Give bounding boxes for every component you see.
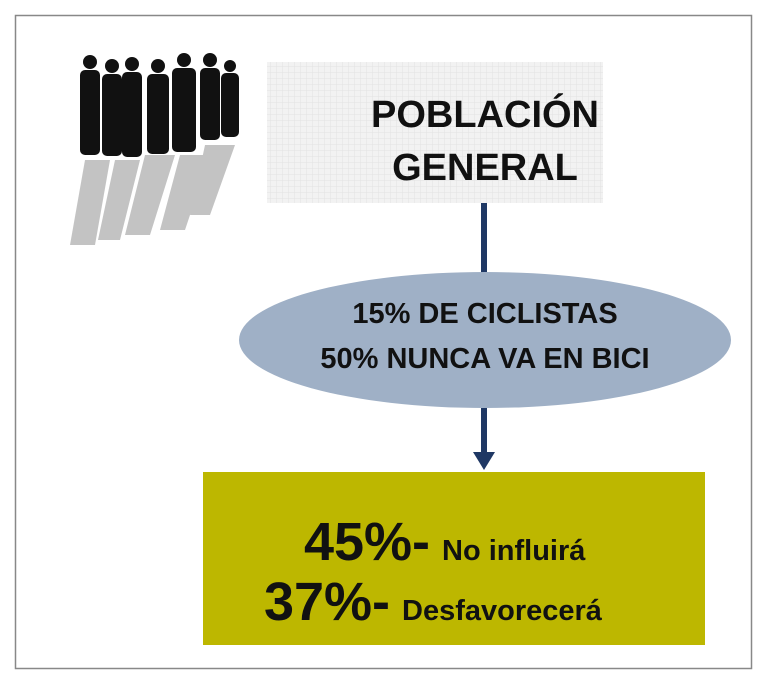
page: POBLACIÓN GENERAL 15% DE CICLISTAS 50% N… bbox=[0, 0, 767, 685]
stats-ellipse bbox=[239, 272, 731, 408]
result-value: 45%- bbox=[304, 512, 430, 572]
title-line: POBLACIÓN bbox=[371, 92, 599, 136]
result-label: No influirá bbox=[442, 535, 586, 567]
diagram: POBLACIÓN GENERAL 15% DE CICLISTAS 50% N… bbox=[0, 0, 767, 685]
result-label: Desfavorecerá bbox=[402, 595, 603, 627]
result-value: 37%- bbox=[264, 572, 390, 632]
ellipse-line: 50% NUNCA VA EN BICI bbox=[320, 343, 649, 375]
ellipse-line: 15% DE CICLISTAS bbox=[352, 298, 617, 330]
title-line: GENERAL bbox=[392, 147, 578, 189]
